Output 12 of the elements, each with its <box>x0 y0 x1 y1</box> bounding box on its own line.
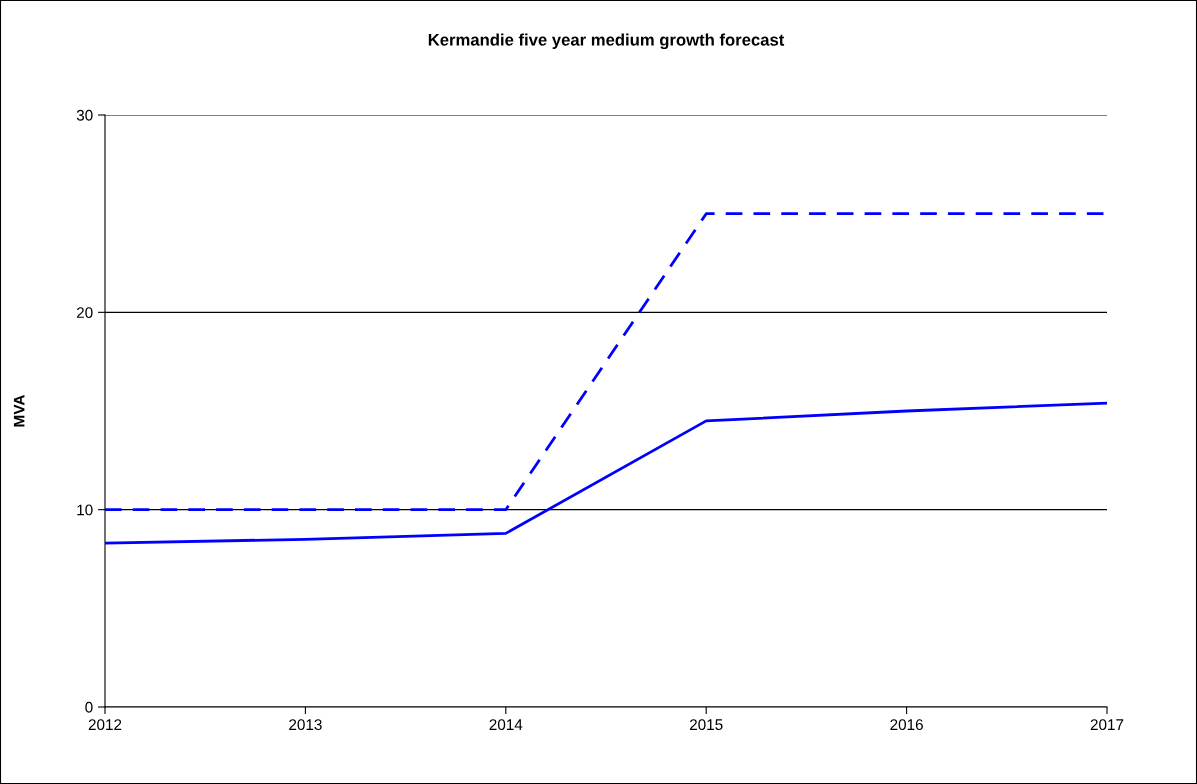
y-tick-label: 0 <box>85 701 93 713</box>
chart-title: Kermandie five year medium growth forecast <box>428 33 785 50</box>
x-tick-label: 2013 <box>289 719 322 731</box>
x-tick-label: 2014 <box>489 719 523 731</box>
y-tick-label: 30 <box>76 109 93 121</box>
x-tick-label: 2017 <box>1090 719 1124 731</box>
y-tick-label: 20 <box>76 307 93 319</box>
y-tick-label: 10 <box>77 504 93 516</box>
y-axis-title: MVA <box>13 394 25 427</box>
x-tick-label: 2016 <box>890 719 923 731</box>
x-tick-label: 2015 <box>689 719 723 731</box>
x-tick-label: 2012 <box>88 719 122 731</box>
